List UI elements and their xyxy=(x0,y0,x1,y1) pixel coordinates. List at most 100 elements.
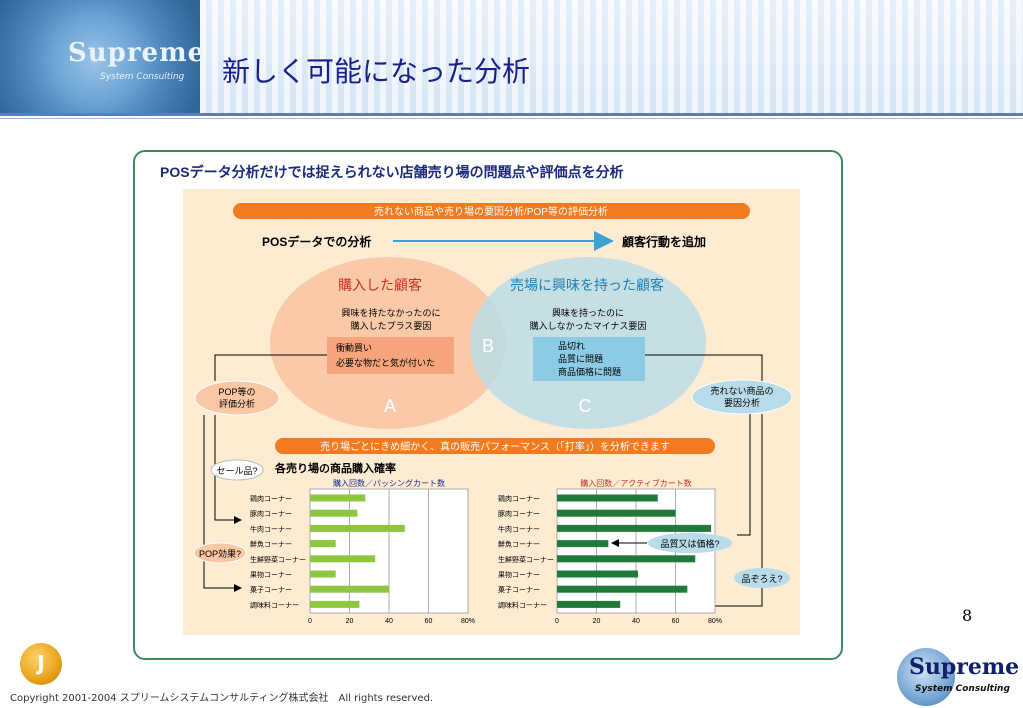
chart-category-label: 鶏肉コーナー xyxy=(498,494,540,503)
chart-category-label: 調味料コーナー xyxy=(250,600,299,609)
connector-left-pop xyxy=(203,415,242,592)
chart-tick-label: 60 xyxy=(672,618,680,625)
bubble-quality-price xyxy=(648,533,732,553)
venn-left-box1: 衝動買い xyxy=(336,342,372,353)
chart-bar xyxy=(557,524,712,532)
chart-category-label: 豚肉コーナー xyxy=(498,509,540,518)
flow-pos-analysis: POSデータでの分析 xyxy=(262,234,371,249)
chart-category-label: 生鮮野菜コーナー xyxy=(250,555,306,564)
chart-category-label: 豚肉コーナー xyxy=(250,509,292,518)
venn-label-a: A xyxy=(384,396,396,416)
banner-factor-analysis xyxy=(233,203,750,219)
banner-texture xyxy=(200,0,1023,114)
connector-left-top xyxy=(214,354,327,381)
chart-category-label: 果物コーナー xyxy=(498,570,540,579)
chart-category-label: 鮮魚コーナー xyxy=(498,540,540,549)
bubble-pop-eval-1: POP等の xyxy=(218,386,255,397)
chart-bar xyxy=(310,540,336,548)
chart-bar xyxy=(310,494,366,502)
globe-image xyxy=(0,0,200,114)
venn-left-title: 購入した顧客 xyxy=(338,277,422,293)
venn-left-text1: 興味を持たなかったのに xyxy=(341,307,440,318)
chart-tick-label: 0 xyxy=(555,618,559,625)
header-rule xyxy=(0,113,1023,116)
chart-bar xyxy=(557,540,609,548)
chart-tick-label: 20 xyxy=(593,618,601,625)
banner-true-performance-text: 売り場ごとにきめ細かく、真の販売パフォーマンス（「打率」）を分析できます xyxy=(320,440,670,453)
chart-title: 購入回数／パッシングカート数 xyxy=(333,478,445,488)
bubble-assortment xyxy=(734,568,790,588)
connector-right-quality xyxy=(737,414,751,536)
page-number: 8 xyxy=(962,606,973,625)
venn-right-text2: 購入しなかったマイナス要因 xyxy=(530,320,647,331)
chart-bar xyxy=(557,570,638,578)
chart-tick-label: 60 xyxy=(425,618,433,625)
venn-left-box xyxy=(327,337,454,374)
chart-tick-label: 80% xyxy=(461,618,475,625)
chart-tick-label: 80% xyxy=(708,618,722,625)
footer-brand-name: Supreme xyxy=(909,654,1020,680)
chart-bar xyxy=(310,570,336,578)
footer-brand: Supreme System Consulting xyxy=(897,648,1021,706)
brand-globe-icon xyxy=(897,648,955,706)
venn-label-c: C xyxy=(579,396,592,416)
flow-customer-behavior: 顧客行動を追加 xyxy=(622,234,706,249)
venn-right-box1: 品切れ xyxy=(558,341,585,351)
chart-tick-label: 40 xyxy=(385,618,393,625)
venn-right-box2: 品質に問題 xyxy=(558,353,603,364)
copyright-text: Copyright 2001-2004 スプリームシステムコンサルティング株式会… xyxy=(10,693,434,704)
venn-left-box2: 必要な物だと気が付いた xyxy=(336,357,435,368)
chart-bar xyxy=(557,585,688,593)
chart-bar xyxy=(310,524,405,532)
figure-heading: POSデータ分析だけでは捉えられない店舗売り場の問題点や評価点を分析 xyxy=(160,164,624,180)
venn-right-box xyxy=(533,337,645,381)
venn-right-title: 売場に興味を持った顧客 xyxy=(510,277,664,293)
chart-category-label: 果物コーナー xyxy=(250,570,292,579)
chart-category-label: 生鮮野菜コーナー xyxy=(498,555,554,564)
chart-bar xyxy=(557,555,696,563)
chart-section-title: 各売り場の商品購入確率 xyxy=(274,461,396,475)
header-rule-thin xyxy=(0,118,1023,119)
chart-category-label: 牛肉コーナー xyxy=(498,524,540,533)
chart-category-label: 菓子コーナー xyxy=(498,585,540,594)
bubble-unsold-2: 要因分析 xyxy=(724,397,760,408)
footer-brand-sub: System Consulting xyxy=(915,684,1010,694)
chart-category-label: 調味料コーナー xyxy=(498,600,547,609)
bubble-pop-effect-text: POP効果? xyxy=(199,548,241,559)
header-banner: Supreme System Consulting 新しく可能になった分析 xyxy=(0,0,1023,114)
bubble-unsold-1: 売れない商品の xyxy=(710,385,773,396)
chart-category-label: 鶏肉コーナー xyxy=(250,494,292,503)
banner-factor-analysis-text: 売れない商品や売り場の要因分析/POP等の評価分析 xyxy=(374,205,608,218)
bubble-assortment-text: 品ぞろえ? xyxy=(741,574,782,584)
banner-true-performance xyxy=(275,438,715,454)
chart-tick-label: 0 xyxy=(308,618,312,625)
chart-passing-cart: 購入回数／パッシングカート数 0 20 40 60 80% 鶏肉コーナー豚肉コーナー牛肉コー… xyxy=(250,478,475,625)
chart-bar xyxy=(557,509,676,517)
venn-right-box3: 商品価格に問題 xyxy=(558,366,621,377)
bubble-sale-item-text: セール品? xyxy=(216,466,257,476)
chart-bar xyxy=(310,600,360,608)
chart-tick-label: 20 xyxy=(346,618,354,625)
venn-left-text2: 購入したプラス要因 xyxy=(351,320,432,331)
bubble-sale-item xyxy=(210,459,264,481)
venn-label-b: B xyxy=(482,336,494,356)
slide-title: 新しく可能になった分析 xyxy=(222,55,531,88)
chart-bar xyxy=(310,509,358,517)
chart-title: 購入回数／アクティブカート数 xyxy=(580,478,692,488)
company-logo-icon: J xyxy=(20,643,62,685)
chart-category-label: 鮮魚コーナー xyxy=(250,540,292,549)
bubble-pop-effect xyxy=(193,542,247,564)
brand-subtitle: System Consulting xyxy=(100,72,185,82)
venn-right-text1: 興味を持ったのに xyxy=(552,307,624,318)
connector-left-sale xyxy=(214,415,242,524)
chart-tick-label: 40 xyxy=(632,618,640,625)
connector-right-top xyxy=(645,354,763,381)
bubble-pop-eval xyxy=(194,380,280,416)
chart-bar xyxy=(557,494,658,502)
chart-bar xyxy=(557,600,621,608)
bubble-pop-eval-2: 評価分析 xyxy=(219,398,255,409)
bubble-quality-price-text: 品質又は価格? xyxy=(660,538,719,549)
brand-logo-text: Supreme xyxy=(68,38,206,68)
logo-mark: J xyxy=(37,651,45,675)
